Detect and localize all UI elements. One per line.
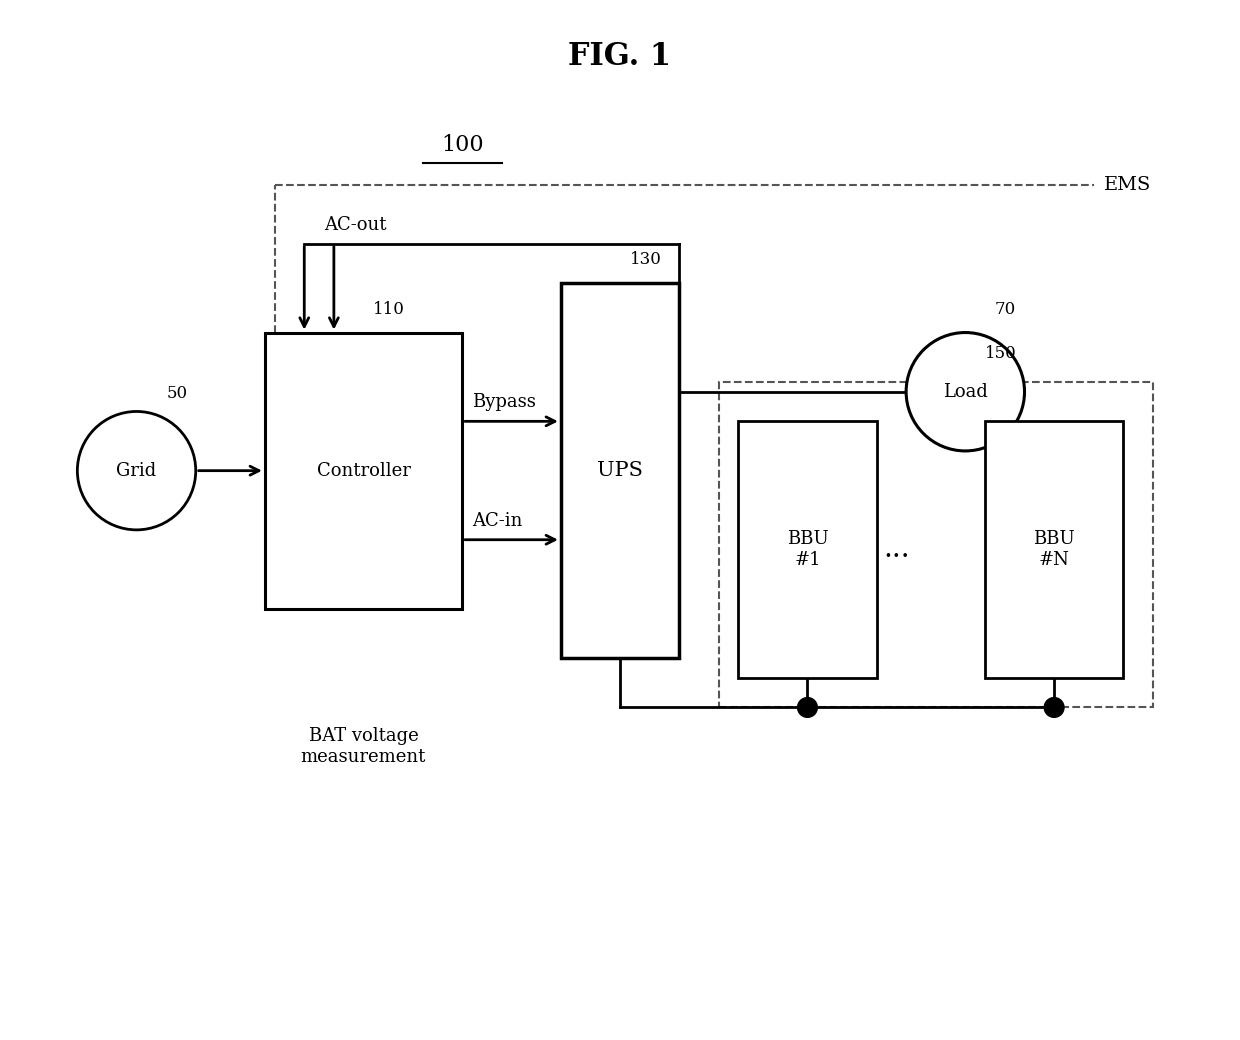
Text: Bypass: Bypass <box>472 393 536 412</box>
Text: BAT voltage
measurement: BAT voltage measurement <box>301 727 427 766</box>
Circle shape <box>1044 698 1064 718</box>
Text: UPS: UPS <box>598 461 642 480</box>
Circle shape <box>77 412 196 529</box>
Text: EMS: EMS <box>1104 176 1151 193</box>
Text: AC-in: AC-in <box>472 512 522 529</box>
Text: BBU
#1: BBU #1 <box>786 530 828 569</box>
Bar <box>265 333 463 608</box>
Text: 110: 110 <box>373 301 405 318</box>
Bar <box>985 421 1123 678</box>
Bar <box>738 421 877 678</box>
Text: BBU
#N: BBU #N <box>1033 530 1075 569</box>
Text: 70: 70 <box>994 301 1016 318</box>
Text: ...: ... <box>883 536 910 563</box>
Circle shape <box>906 333 1024 451</box>
Text: Load: Load <box>942 383 988 400</box>
Text: 100: 100 <box>441 134 484 156</box>
Bar <box>719 382 1153 707</box>
Text: Controller: Controller <box>316 462 410 479</box>
Text: AC-out: AC-out <box>324 216 387 234</box>
Text: FIG. 1: FIG. 1 <box>568 41 672 72</box>
Text: 50: 50 <box>166 385 187 401</box>
Bar <box>560 283 680 658</box>
Circle shape <box>797 698 817 718</box>
Text: Grid: Grid <box>117 462 156 479</box>
Text: 150: 150 <box>985 345 1017 362</box>
Text: 130: 130 <box>630 252 662 268</box>
